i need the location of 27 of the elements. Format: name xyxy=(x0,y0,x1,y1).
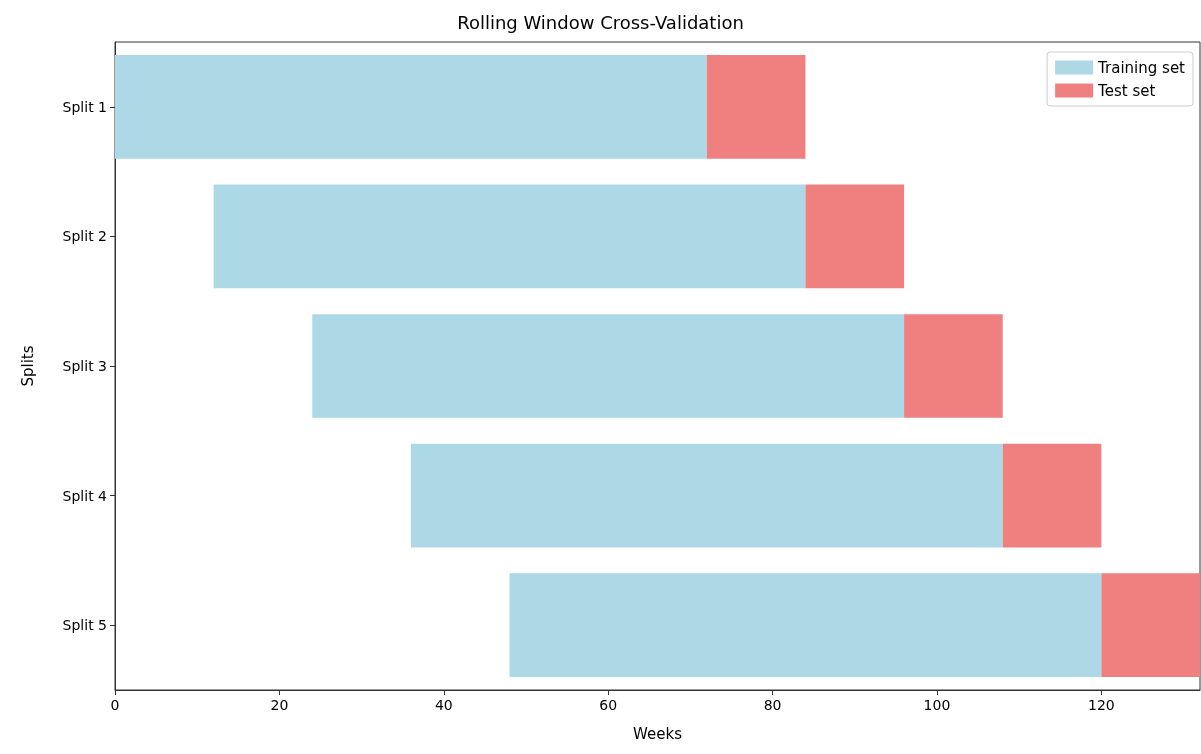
x-tick-label: 0 xyxy=(110,697,120,713)
bar xyxy=(805,184,905,289)
bar xyxy=(312,314,905,418)
y-tick-label: Split 1 xyxy=(62,98,107,115)
chart-title: Rolling Window Cross-Validation xyxy=(457,11,744,33)
y-axis-title: Splits xyxy=(18,345,37,387)
x-tick-label: 100 xyxy=(923,697,951,713)
bar xyxy=(509,573,1102,678)
bar xyxy=(904,314,1003,418)
legend-label: Test set xyxy=(1097,81,1156,100)
bar xyxy=(1002,443,1102,548)
y-tick-label: Split 5 xyxy=(62,617,107,634)
x-axis-title: Weeks xyxy=(633,724,683,743)
y-tick-label: Split 2 xyxy=(62,228,107,245)
bar xyxy=(706,54,806,159)
bar xyxy=(213,184,806,289)
bar xyxy=(1101,573,1200,678)
x-tick-label: 80 xyxy=(763,697,782,713)
x-tick-label: 20 xyxy=(270,697,289,713)
x-tick-label: 40 xyxy=(434,697,453,713)
y-tick-label: Split 3 xyxy=(62,358,107,374)
y-tick-label: Split 4 xyxy=(62,487,108,504)
x-tick-label: 60 xyxy=(599,697,618,713)
bar xyxy=(115,54,707,159)
legend-label: Training set xyxy=(1097,58,1186,77)
x-tick-label: 120 xyxy=(1088,697,1115,713)
bar xyxy=(410,443,1003,548)
